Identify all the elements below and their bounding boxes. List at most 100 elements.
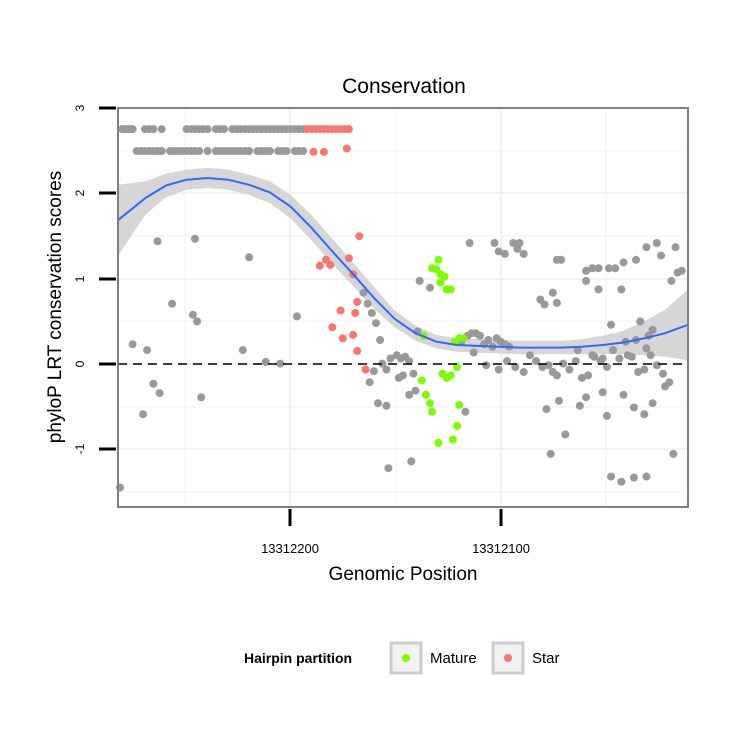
data-point-other [139, 410, 147, 419]
data-point-other [629, 473, 638, 482]
data-point-mature [455, 400, 464, 409]
data-point-other [261, 357, 270, 366]
legend-title: Hairpin partition [244, 650, 352, 666]
plot-border [117, 107, 689, 508]
x-axis: 13312200 13312100 Genomic Position [261, 509, 530, 585]
y-tick-label: 3 [73, 104, 87, 111]
data-point-other [168, 299, 177, 308]
data-point-other [559, 359, 568, 368]
data-point-other [220, 125, 229, 134]
data-point-other [609, 346, 618, 355]
data-point-other [503, 357, 511, 366]
x-tick-label: 13312100 [472, 541, 530, 556]
data-point-other [602, 363, 611, 371]
legend: Hairpin partition Mature Star [244, 641, 560, 675]
data-point-other [245, 253, 254, 262]
data-point-mature [434, 255, 443, 264]
data-point-other [555, 396, 563, 405]
data-point-other [677, 266, 686, 275]
data-point-other [494, 365, 503, 374]
data-point-other [203, 125, 212, 134]
data-point-other [546, 449, 555, 458]
data-point-star [361, 365, 370, 374]
data-point-other [188, 310, 197, 319]
data-point-other [659, 369, 667, 378]
data-point-other [657, 251, 665, 260]
data-point-other [292, 312, 301, 321]
data-point-other [652, 361, 661, 370]
data-point-other [640, 410, 649, 419]
data-point-other [245, 147, 254, 155]
data-point-other [276, 359, 285, 368]
data-point-other [203, 147, 212, 155]
data-point-mature [446, 285, 455, 294]
data-point-mature [448, 435, 457, 444]
data-point-other [604, 264, 613, 273]
data-point-other [155, 389, 164, 398]
data-point-other [378, 359, 387, 368]
data-point-other [557, 255, 566, 264]
data-point-other [627, 352, 636, 361]
data-point-other [382, 401, 391, 410]
data-point-star [326, 260, 335, 269]
data-point-star [328, 323, 337, 332]
data-point-other [552, 298, 561, 307]
data-point-other [617, 477, 626, 486]
data-point-other [509, 239, 518, 247]
y-tick-label: 0 [73, 360, 87, 367]
data-point-other [386, 354, 395, 363]
data-point-other [384, 464, 393, 473]
data-point-other [584, 371, 593, 380]
data-point-other [667, 276, 676, 285]
data-point-other [611, 264, 620, 273]
data-point-other [282, 147, 291, 155]
data-point-other [197, 393, 206, 402]
data-point-other [374, 399, 382, 408]
data-point-star [309, 147, 318, 156]
x-tick-label: 13312200 [261, 541, 319, 556]
data-point-other [365, 378, 374, 387]
data-point-other [519, 368, 528, 376]
data-point-other [596, 357, 605, 366]
data-point-other [153, 237, 162, 246]
data-point-other [607, 320, 615, 329]
data-point-other [193, 317, 202, 326]
data-point-star [353, 346, 362, 355]
data-point-other [484, 336, 493, 344]
data-point-other [411, 386, 420, 395]
y-tick-label: 1 [73, 275, 87, 282]
data-point-other [195, 147, 204, 155]
data-point-other [636, 317, 645, 326]
smooth-confidence-ribbon [118, 167, 688, 361]
data-point-other [661, 382, 670, 391]
chart-title: Conservation [342, 75, 466, 98]
data-point-other [519, 249, 528, 258]
y-tick-label: 2 [73, 189, 87, 196]
data-point-other [149, 125, 158, 134]
data-point-star [315, 261, 324, 270]
data-point-other [532, 357, 541, 366]
data-point-other [575, 401, 584, 410]
data-points [116, 125, 686, 492]
legend-label-mature: Mature [430, 650, 477, 667]
data-point-star [355, 232, 364, 241]
data-point-other [476, 331, 484, 340]
data-point-other [359, 288, 368, 297]
data-point-other [143, 346, 152, 355]
data-point-other [640, 365, 649, 374]
data-point-other [582, 276, 591, 285]
data-point-star [319, 147, 328, 156]
data-point-mature [417, 376, 426, 385]
y-axis: -1 0 1 2 3 phyloP LRT conservation score… [45, 104, 116, 454]
data-point-other [619, 258, 628, 267]
data-point-other [465, 239, 474, 247]
data-point-other [426, 283, 434, 292]
data-point-other [490, 239, 499, 247]
data-point-star [351, 309, 360, 317]
data-point-star [338, 334, 347, 343]
grid [118, 107, 688, 507]
data-point-other [615, 354, 624, 363]
data-point-other [407, 457, 416, 466]
data-point-other [590, 352, 599, 361]
